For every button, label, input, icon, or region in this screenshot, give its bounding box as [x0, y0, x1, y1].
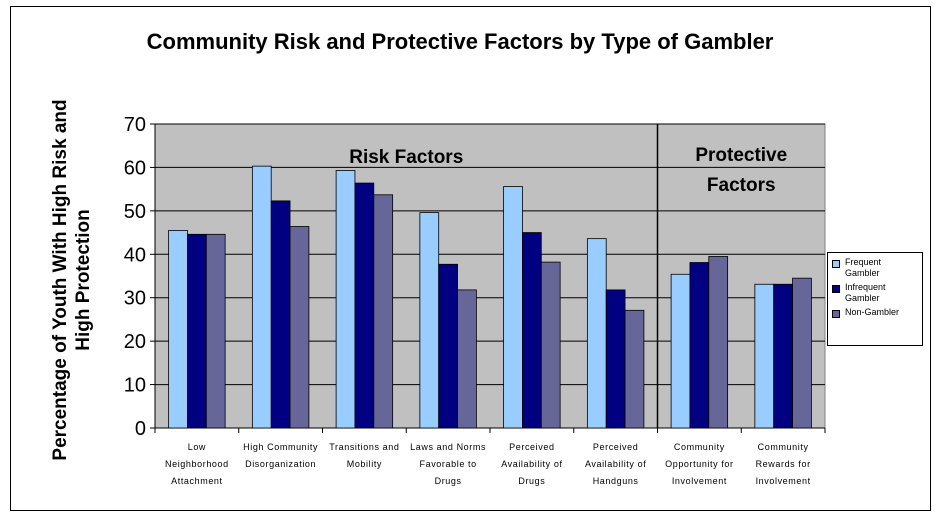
x-tick-label: Drugs — [518, 476, 545, 486]
x-tick-label: Perceived — [593, 442, 638, 452]
x-tick-label: Disorganization — [245, 459, 316, 469]
y-tick-label: 50 — [124, 201, 146, 223]
y-tick-label: 10 — [124, 375, 146, 397]
protective-factors-annotation: Factors — [707, 175, 776, 196]
bar — [289, 226, 310, 429]
bar — [438, 263, 458, 429]
y-tick-label: 60 — [124, 157, 146, 179]
x-tick-label: Favorable to — [420, 459, 477, 469]
bar — [270, 200, 291, 429]
x-tick-label: Mobility — [347, 459, 382, 469]
x-tick-label: Transitions and — [329, 442, 399, 452]
bar — [205, 233, 226, 429]
legend: Frequent Gambler Infrequent Gambler Non-… — [827, 252, 923, 346]
legend-swatch — [832, 260, 840, 268]
protective-factors-annotation: Protective — [695, 145, 787, 166]
legend-swatch — [832, 285, 840, 293]
bar — [586, 238, 607, 429]
bar — [419, 212, 440, 429]
bar — [354, 182, 375, 429]
y-tick-label: 20 — [124, 331, 146, 353]
x-tick-label: Handguns — [593, 476, 639, 486]
bar — [624, 309, 645, 429]
risk-factors-annotation: Risk Factors — [349, 147, 463, 168]
legend-item-nongambler: Non-Gambler — [832, 307, 918, 318]
bar — [373, 194, 394, 429]
bar — [708, 256, 729, 429]
y-tick-label: 40 — [124, 244, 146, 266]
x-tick-label: High Community — [243, 442, 318, 452]
x-tick-label: Laws and Norms — [410, 442, 486, 452]
legend-swatch — [832, 310, 840, 318]
bar — [689, 262, 710, 429]
x-tick-label: Drugs — [435, 476, 462, 486]
x-tick-label: Availability of — [501, 459, 562, 469]
bar — [187, 233, 207, 429]
bar — [773, 283, 793, 429]
bar — [670, 273, 691, 429]
legend-item-frequent: Frequent Gambler — [832, 257, 918, 279]
x-tick-label: Opportunity for — [665, 459, 734, 469]
y-tick-label: 70 — [124, 114, 146, 136]
x-tick-label: Rewards for — [756, 459, 811, 469]
legend-label: Infrequent Gambler — [845, 282, 886, 303]
bar — [335, 170, 356, 429]
bar — [503, 186, 523, 429]
y-tick-label: 30 — [124, 288, 146, 310]
bar — [605, 289, 626, 429]
bar — [792, 277, 812, 429]
x-tick-label: Involvement — [672, 476, 727, 486]
bar — [754, 283, 775, 429]
bar — [540, 261, 561, 429]
x-tick-label: Availability of — [585, 459, 646, 469]
x-tick-label: Low — [188, 442, 206, 452]
chart-title: Community Risk and Protective Factors by… — [146, 29, 774, 54]
bar — [522, 232, 542, 429]
x-tick-label: Neighborhood — [165, 459, 229, 469]
y-tick-label: 0 — [135, 418, 146, 440]
x-tick-label: Community — [674, 442, 725, 452]
x-tick-label: Perceived — [509, 442, 554, 452]
bar — [168, 229, 188, 429]
legend-label: Frequent Gambler — [845, 257, 882, 278]
bar — [251, 165, 272, 429]
legend-item-infrequent: Infrequent Gambler — [832, 282, 918, 304]
x-tick-label: Attachment — [171, 476, 223, 486]
bar — [457, 289, 477, 429]
x-tick-label: Community — [758, 442, 809, 452]
x-tick-label: Involvement — [756, 476, 811, 486]
legend-label: Non-Gambler — [845, 307, 900, 317]
